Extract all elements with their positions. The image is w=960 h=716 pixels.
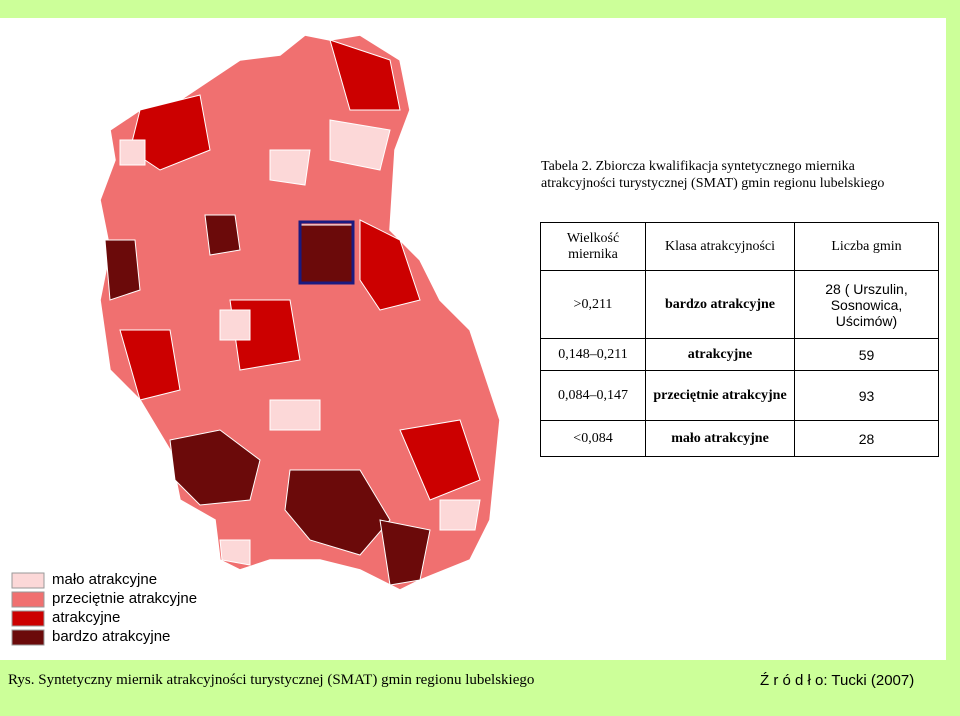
legend-label: przeciętnie atrakcyjne [52, 590, 198, 607]
row: 0,148–0,211 atrakcyjne 59 [540, 338, 939, 371]
cell: 0,148–0,211 [540, 338, 646, 371]
municipality [119, 139, 146, 166]
cell: 28 ( Urszulin, Sosnowica, Uścimów) [794, 270, 939, 339]
municipality [269, 149, 311, 186]
header-cell: Wielkość miernika [540, 222, 646, 271]
cell: atrakcyjne [645, 338, 795, 371]
row: >0,211 bardzo atrakcyjne 28 ( Urszulin, … [540, 270, 939, 339]
legend-swatch [11, 591, 45, 608]
caption: Rys. Syntetyczny miernik atrakcyjności t… [8, 672, 535, 688]
municipality [169, 429, 261, 506]
header-row: Wielkość miernika Klasa atrakcyjności Li… [540, 222, 939, 271]
row: 0,084–0,147 przeciętnie atrakcyjne 93 [540, 370, 939, 421]
municipality [329, 39, 401, 111]
cell: >0,211 [540, 270, 646, 339]
municipality [399, 419, 481, 501]
municipality [439, 499, 481, 531]
cell: 28 [794, 420, 939, 457]
table: Wielkość miernika Klasa atrakcyjności Li… [540, 222, 939, 457]
header-cell: Klasa atrakcyjności [645, 222, 795, 271]
cell: 59 [794, 338, 939, 371]
municipality [379, 519, 431, 586]
cell: bardzo atrakcyjne [645, 270, 795, 339]
municipality [119, 329, 181, 401]
legend-label: mało atrakcyjne [52, 571, 158, 588]
cell: <0,084 [540, 420, 646, 457]
municipality [359, 219, 421, 311]
cell: 0,084–0,147 [540, 370, 646, 421]
municipality [284, 469, 391, 556]
municipality [104, 239, 141, 301]
municipality [204, 214, 241, 256]
row: <0,084 mało atrakcyjne 28 [540, 420, 939, 457]
municipality [299, 224, 353, 283]
highlight-box [298, 220, 355, 285]
cell: mało atrakcyjne [645, 420, 795, 457]
header-cell: Liczba gmin [794, 222, 939, 271]
municipalities [104, 39, 481, 586]
municipality [219, 539, 251, 566]
cell: przeciętnie atrakcyjne [645, 370, 795, 421]
municipality [219, 309, 251, 341]
legend-label: bardzo atrakcyjne [52, 628, 171, 645]
cell: 93 [794, 370, 939, 421]
source: Ź r ó d ł o: Tucki (2007) [760, 672, 915, 689]
legend-swatch [11, 629, 45, 646]
map [11, 34, 501, 646]
legend-swatch [11, 572, 45, 589]
legend-label: atrakcyjne [52, 609, 121, 626]
table-title: Tabela 2. Zbiorcza kwalifikacja syntetyc… [541, 159, 885, 191]
municipality [329, 119, 391, 171]
municipality [269, 399, 321, 431]
legend-swatch [11, 610, 45, 627]
